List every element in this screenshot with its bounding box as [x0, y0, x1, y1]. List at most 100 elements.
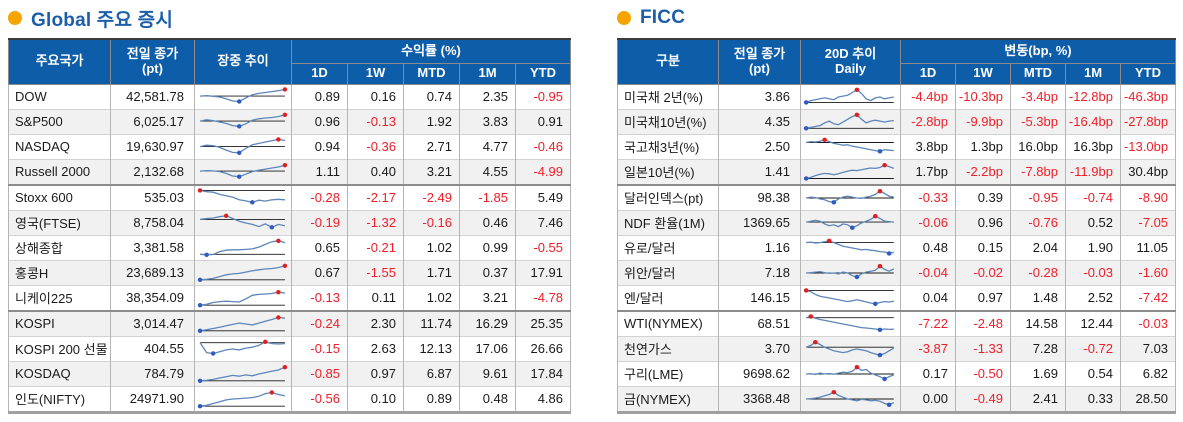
- return-value: 4.55: [459, 158, 516, 185]
- sparkline-chart: [197, 314, 285, 333]
- col-header-close: 전일 종가 (pt): [718, 38, 801, 85]
- sparkline-chart: [199, 339, 285, 356]
- instrument-name: 천연가스: [617, 335, 719, 361]
- return-value: 0.89: [403, 385, 460, 412]
- return-value: -1.55: [347, 259, 404, 285]
- return-value: -7.42: [1119, 284, 1177, 311]
- price-line: [199, 189, 285, 203]
- min-dot: [877, 327, 883, 332]
- sparkline-chart: [200, 238, 286, 257]
- price-line: [806, 239, 894, 254]
- max-dot: [882, 162, 887, 167]
- col-header-close: 전일 종가 (pt): [110, 38, 195, 85]
- price-line: [805, 289, 894, 304]
- close-value: 1.16: [718, 234, 801, 260]
- table-row: 천연가스 3.70 -3.87 -1.33 7.28 -0.72 7.03: [617, 335, 1177, 361]
- return-value: 3.21: [459, 284, 516, 311]
- table-row: NASDAQ 19,630.97 0.94 -0.36 2.71 4.77 -0.46: [8, 133, 572, 159]
- return-value: -1.85: [459, 183, 516, 210]
- return-value: 2.71: [403, 133, 460, 159]
- instrument-name: 상해종합: [8, 234, 111, 260]
- col-header-period: 1D: [900, 62, 956, 85]
- return-value: 7.46: [514, 209, 572, 235]
- return-value: 1.7bp: [900, 158, 956, 185]
- trend-cell: [194, 183, 292, 210]
- trend-cell: [800, 183, 901, 210]
- return-value: -0.03: [1119, 309, 1177, 336]
- return-value: -0.95: [1010, 183, 1066, 210]
- min-dot: [877, 148, 883, 153]
- return-value: -1.33: [955, 335, 1011, 361]
- return-value: -0.46: [514, 133, 572, 159]
- sparkline-chart: [806, 263, 895, 279]
- return-value: 1.3bp: [955, 133, 1011, 159]
- return-value: 2.30: [347, 309, 404, 336]
- price-line: [200, 164, 286, 177]
- close-value: 404.55: [110, 335, 195, 361]
- max-dot: [854, 364, 860, 369]
- return-value: 3.83: [459, 108, 516, 134]
- sparkline-chart: [806, 137, 894, 153]
- return-value: 0.99: [459, 234, 516, 260]
- max-dot: [197, 187, 203, 193]
- return-value: 0.52: [1065, 209, 1121, 235]
- return-value: 16.0bp: [1010, 133, 1066, 159]
- min-dot: [803, 99, 809, 105]
- max-dot: [282, 86, 288, 92]
- return-value: -2.49: [403, 183, 460, 210]
- sparkline-chart: [806, 213, 894, 230]
- return-value: 17.84: [514, 360, 572, 386]
- table-row: 미국채10년(%) 4.35 -2.8bp -9.9bp -5.3bp -16.4bp -2…: [617, 108, 1177, 134]
- return-value: -0.28: [1010, 259, 1066, 285]
- table-row: KOSDAQ 784.79 -0.85 0.97 6.87 9.61 17.84: [8, 360, 572, 386]
- sparkline-chart: [806, 188, 894, 204]
- return-value: -1.60: [1119, 259, 1177, 285]
- table-row: 영국(FTSE) 8,758.04 -0.19 -1.32 -0.16 0.46 7.46: [8, 209, 572, 235]
- table-row: 일본10년(%) 1.41 1.7bp -2.2bp -7.8bp -11.9bp 30.4…: [617, 158, 1177, 185]
- return-value: -11.9bp: [1065, 158, 1121, 185]
- instrument-name: 홍콩H: [8, 259, 111, 285]
- return-value: -0.85: [291, 360, 348, 386]
- sparkline-chart: [197, 389, 286, 408]
- return-value: 9.61: [459, 360, 516, 386]
- return-value: -4.4bp: [900, 83, 956, 109]
- return-value: -7.8bp: [1010, 158, 1066, 185]
- return-value: -0.72: [1065, 335, 1121, 361]
- trend-cell: [194, 360, 292, 386]
- instrument-name: 니케이225: [8, 284, 111, 311]
- return-value: -7.05: [1119, 209, 1177, 235]
- price-line: [200, 264, 286, 280]
- return-value: 1.71: [403, 259, 460, 285]
- instrument-name: 일본10년(%): [617, 158, 719, 185]
- return-value: 0.17: [900, 360, 956, 386]
- min-dot: [197, 403, 203, 408]
- price-line: [806, 163, 895, 179]
- instrument-name: Russell 2000: [8, 158, 111, 185]
- max-dot: [263, 339, 268, 344]
- return-value: -12.8bp: [1065, 83, 1121, 109]
- return-value: 0.67: [291, 259, 348, 285]
- max-dot: [822, 137, 827, 142]
- instrument-name: NASDAQ: [8, 133, 111, 159]
- return-value: 2.41: [1010, 385, 1066, 412]
- return-value: -2.17: [347, 183, 404, 210]
- min-dot: [236, 123, 242, 128]
- return-value: 17.91: [514, 259, 572, 285]
- min-dot: [849, 225, 855, 230]
- min-dot: [236, 174, 242, 179]
- return-value: 12.44: [1065, 309, 1121, 336]
- return-value: -4.99: [514, 158, 572, 185]
- return-value: 5.49: [514, 183, 572, 210]
- trend-cell: [800, 133, 901, 159]
- min-dot: [854, 274, 860, 279]
- close-value: 1.41: [718, 158, 801, 185]
- instrument-name: 엔/달러: [617, 284, 719, 311]
- return-value: 7.28: [1010, 335, 1066, 361]
- col-header-period: 1D: [291, 62, 348, 85]
- return-value: 11.74: [403, 309, 460, 336]
- table-row: 국고채3년(%) 2.50 3.8bp 1.3bp 16.0bp 16.3bp -13.0b…: [617, 133, 1177, 159]
- min-dot: [197, 378, 203, 383]
- return-value: 0.00: [900, 385, 956, 412]
- return-value: 3.8bp: [900, 133, 956, 159]
- instrument-name: KOSDAQ: [8, 360, 111, 386]
